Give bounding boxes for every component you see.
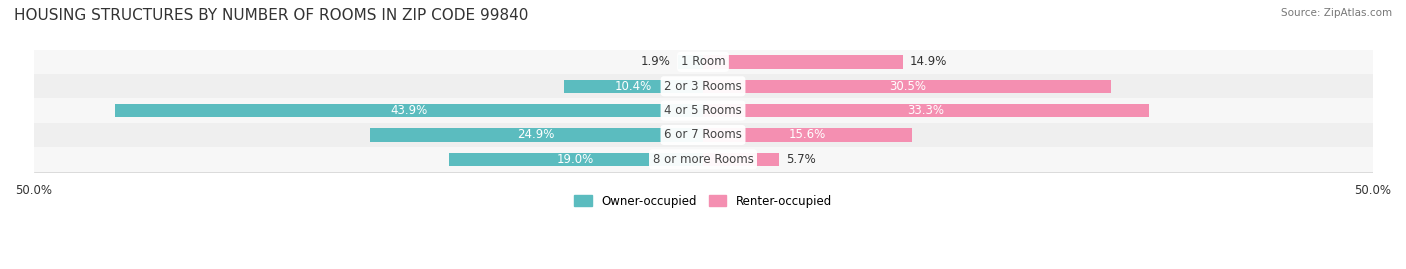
Bar	[678, 55, 703, 69]
Text: 15.6%: 15.6%	[789, 129, 827, 141]
Bar	[370, 128, 703, 142]
Bar	[703, 128, 912, 142]
Text: 1 Room: 1 Room	[681, 55, 725, 68]
Bar	[703, 104, 1149, 117]
Bar	[115, 104, 703, 117]
Bar	[34, 98, 1372, 123]
Bar	[34, 74, 1372, 98]
Bar	[703, 55, 903, 69]
Bar	[34, 123, 1372, 147]
Text: 2 or 3 Rooms: 2 or 3 Rooms	[664, 80, 742, 93]
Bar	[34, 50, 1372, 74]
Bar	[34, 147, 1372, 172]
Text: 24.9%: 24.9%	[517, 129, 555, 141]
Text: 30.5%: 30.5%	[889, 80, 925, 93]
Legend: Owner-occupied, Renter-occupied: Owner-occupied, Renter-occupied	[569, 190, 837, 213]
Text: 14.9%: 14.9%	[910, 55, 946, 68]
Bar	[703, 153, 779, 166]
Text: 10.4%: 10.4%	[614, 80, 652, 93]
Text: Source: ZipAtlas.com: Source: ZipAtlas.com	[1281, 8, 1392, 18]
Text: 19.0%: 19.0%	[557, 153, 595, 166]
Text: 4 or 5 Rooms: 4 or 5 Rooms	[664, 104, 742, 117]
Bar	[703, 80, 1111, 93]
Text: 8 or more Rooms: 8 or more Rooms	[652, 153, 754, 166]
Text: 5.7%: 5.7%	[786, 153, 815, 166]
Text: 1.9%: 1.9%	[641, 55, 671, 68]
Bar	[449, 153, 703, 166]
Text: 33.3%: 33.3%	[907, 104, 945, 117]
Text: 43.9%: 43.9%	[391, 104, 427, 117]
Text: HOUSING STRUCTURES BY NUMBER OF ROOMS IN ZIP CODE 99840: HOUSING STRUCTURES BY NUMBER OF ROOMS IN…	[14, 8, 529, 23]
Text: 6 or 7 Rooms: 6 or 7 Rooms	[664, 129, 742, 141]
Bar	[564, 80, 703, 93]
